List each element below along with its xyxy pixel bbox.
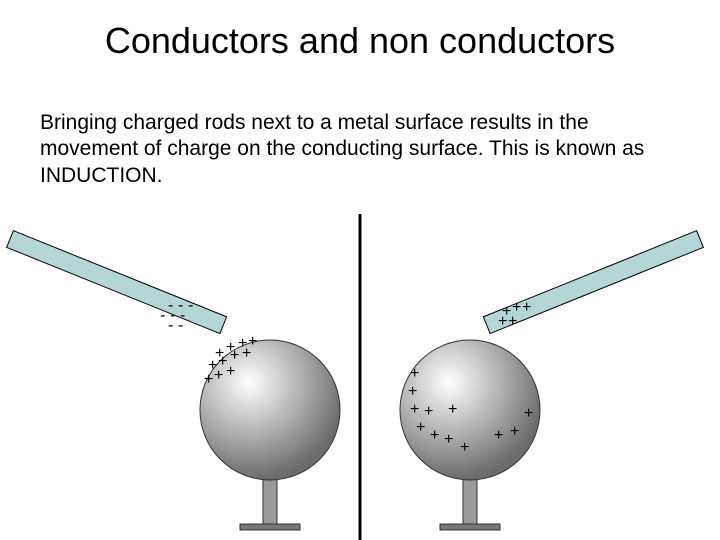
positive-charge: + <box>494 427 503 444</box>
positive-charge: + <box>214 367 223 384</box>
positive-charge: + <box>508 313 517 330</box>
negative-charge: - <box>160 307 165 324</box>
positive-charge: + <box>522 299 531 316</box>
positive-charge: + <box>226 363 235 380</box>
positive-charge: + <box>444 431 453 448</box>
positive-charge: + <box>242 345 251 362</box>
slide: Conductors and non conductors Bringing c… <box>0 0 720 540</box>
negative-charge: - <box>188 297 193 314</box>
positive-charge: + <box>230 347 239 364</box>
positive-charge: + <box>524 405 533 422</box>
positive-charge: + <box>460 439 469 456</box>
stand-column <box>463 474 477 524</box>
induction-diagram: -------- +++++ +++++++++++ ++++++++++++ <box>0 0 720 540</box>
positive-charge: + <box>448 401 457 418</box>
left-rod <box>7 231 227 334</box>
positive-charge: + <box>408 383 417 400</box>
positive-charge: + <box>424 403 433 420</box>
positive-charge: + <box>410 401 419 418</box>
positive-charge: + <box>510 423 519 440</box>
positive-charge: + <box>204 371 213 388</box>
positive-charge: + <box>410 365 419 382</box>
positive-charge: + <box>416 419 425 436</box>
left-rod-shape <box>7 231 227 334</box>
negative-charge: - <box>168 317 173 334</box>
right-rod-charges: +++++ <box>498 299 531 330</box>
metal-sphere <box>400 340 540 480</box>
stand-base <box>440 524 500 530</box>
positive-charge: + <box>498 313 507 330</box>
negative-charge: - <box>178 317 183 334</box>
stand-base <box>240 524 300 530</box>
stand-column <box>263 474 277 524</box>
positive-charge: + <box>430 427 439 444</box>
